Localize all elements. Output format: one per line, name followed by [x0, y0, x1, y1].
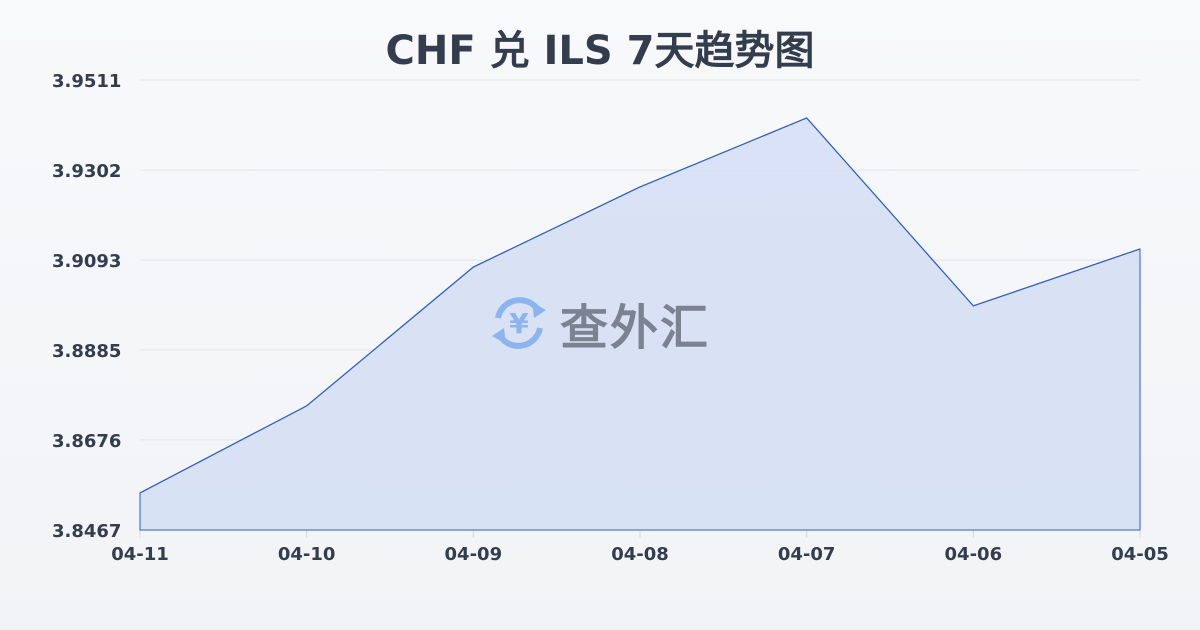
y-tick-label: 3.9511 — [52, 71, 121, 92]
x-tick-label: 04-08 — [611, 544, 669, 565]
chart-title: CHF 兑 ILS 7天趋势图 — [385, 28, 815, 74]
watermark-text: 查外汇 — [560, 300, 711, 356]
data-point — [306, 405, 308, 407]
x-tick-label: 04-06 — [945, 544, 1003, 565]
yen-exchange-icon: ¥ — [492, 297, 546, 349]
x-tick-label: 04-07 — [778, 544, 836, 565]
data-point — [139, 492, 141, 494]
data-point — [472, 266, 474, 268]
watermark: ¥ 查外汇 — [488, 288, 710, 358]
y-tick-label: 3.9093 — [52, 251, 121, 272]
y-tick-label: 3.8467 — [52, 521, 121, 542]
svg-text:¥: ¥ — [509, 307, 529, 340]
x-tick-label: 04-09 — [445, 544, 503, 565]
data-point — [639, 186, 641, 188]
x-tick-label: 04-05 — [1111, 544, 1169, 565]
data-point — [972, 305, 974, 307]
data-point — [1139, 248, 1141, 250]
data-point — [806, 117, 808, 119]
y-tick-label: 3.8885 — [52, 341, 121, 362]
x-tick-label: 04-11 — [111, 544, 169, 565]
y-tick-label: 3.8676 — [52, 431, 121, 452]
y-tick-label: 3.9302 — [52, 161, 121, 182]
x-tick-label: 04-10 — [278, 544, 336, 565]
